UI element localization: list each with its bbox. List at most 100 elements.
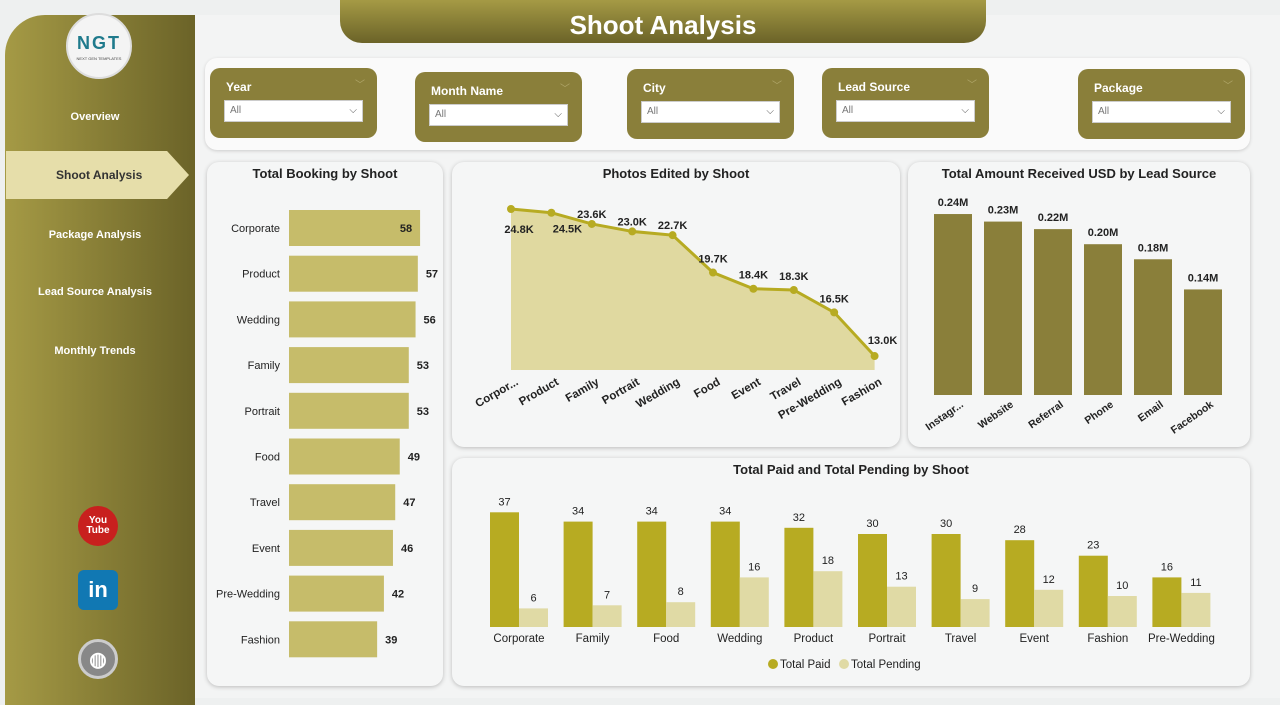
filter-label: Package bbox=[1094, 81, 1143, 95]
nav-monthly-trends[interactable]: Monthly Trends bbox=[54, 345, 136, 357]
pending-bar bbox=[813, 571, 843, 627]
paid-bar bbox=[931, 534, 961, 627]
bar bbox=[289, 438, 400, 475]
category-label: Portrait bbox=[245, 406, 280, 418]
filter-dropdown[interactable]: All ⌵ bbox=[224, 100, 363, 122]
category-label: Fashion bbox=[1087, 633, 1128, 645]
data-label: 18 bbox=[822, 555, 834, 567]
category-label: Facebook bbox=[1169, 399, 1216, 437]
card-total-booking: Total Booking by Shoot Corporate 58 Produc… bbox=[207, 162, 443, 686]
category-label: Corporate bbox=[231, 223, 280, 235]
data-point bbox=[870, 352, 879, 361]
nav-overview[interactable]: Overview bbox=[70, 111, 120, 123]
data-label: 57 bbox=[426, 269, 438, 281]
collapse-chevron-icon[interactable]: ﹀ bbox=[355, 80, 365, 91]
filter-value: All bbox=[647, 106, 659, 117]
paid-bar bbox=[1152, 577, 1182, 627]
bar bbox=[289, 347, 409, 384]
category-label: Family bbox=[248, 360, 281, 372]
legend-label: Total Pending bbox=[851, 659, 921, 671]
nav-package-analysis[interactable]: Package Analysis bbox=[48, 229, 142, 241]
data-point bbox=[628, 227, 637, 236]
category-label: Event bbox=[1019, 633, 1049, 645]
card-paid-pending: Total Paid and Total Pending by Shoot 37… bbox=[452, 458, 1250, 686]
data-label: 42 bbox=[392, 589, 404, 601]
data-label: 46 bbox=[401, 543, 413, 555]
data-label: 19.7K bbox=[698, 254, 727, 266]
youtube-icon[interactable]: You Tube bbox=[78, 506, 118, 546]
collapse-chevron-icon[interactable]: ﹀ bbox=[772, 81, 782, 92]
paid-bar bbox=[490, 512, 519, 627]
data-label: 28 bbox=[1014, 524, 1026, 536]
filter-label: City bbox=[643, 81, 666, 95]
paid-bar bbox=[858, 534, 887, 627]
data-label: 56 bbox=[424, 314, 436, 326]
data-label: 9 bbox=[972, 583, 978, 595]
chevron-down-icon: ⌵ bbox=[1217, 106, 1225, 117]
filter-dropdown[interactable]: All ⌵ bbox=[1092, 101, 1231, 123]
data-label: 30 bbox=[866, 518, 878, 530]
bar bbox=[1184, 289, 1222, 395]
data-label: 7 bbox=[604, 589, 610, 601]
filter-dropdown[interactable]: All ⌵ bbox=[429, 104, 568, 126]
nav-lead-source-analysis[interactable]: Lead Source Analysis bbox=[38, 286, 152, 298]
pending-bar bbox=[887, 586, 916, 627]
filter-value: All bbox=[1098, 106, 1110, 117]
paid-pending-chart: 37 6 Corporate 34 7 Family 34 8 Food 34 16 Wedding 3… bbox=[490, 496, 1215, 671]
collapse-chevron-icon[interactable]: ﹀ bbox=[967, 80, 977, 91]
bar bbox=[289, 529, 393, 566]
data-label: 39 bbox=[385, 634, 397, 646]
category-label: Pre-Wedding bbox=[1148, 633, 1215, 645]
bar bbox=[984, 221, 1022, 395]
data-point bbox=[789, 285, 798, 294]
bar bbox=[289, 210, 421, 246]
category-label: Travel bbox=[945, 633, 977, 645]
category-label: Family bbox=[576, 633, 610, 645]
data-label: 16.5K bbox=[820, 293, 849, 305]
chevron-down-icon: ⌵ bbox=[554, 109, 562, 120]
category-label: Instagr... bbox=[923, 399, 965, 434]
paid-bar bbox=[710, 521, 740, 627]
data-label: 37 bbox=[498, 496, 510, 508]
category-label: Corpor... bbox=[474, 376, 521, 410]
card-amount-received: Total Amount Received USD by Lead Source… bbox=[908, 162, 1250, 447]
amount-bar-chart: 0.24M Instagr... 0.23M Website 0.22M Referral… bbox=[923, 197, 1222, 437]
category-label: Food bbox=[255, 452, 280, 464]
filter-value: All bbox=[230, 105, 242, 116]
category-label: Wedding bbox=[237, 314, 280, 326]
category-label: Pre-Wedding bbox=[216, 589, 280, 601]
pending-bar bbox=[666, 602, 696, 627]
category-label: Event bbox=[252, 543, 280, 555]
category-label: Product bbox=[242, 269, 280, 281]
data-label: 13.0K bbox=[868, 335, 897, 347]
filter-year: Year ﹀ All ⌵ bbox=[210, 68, 377, 138]
bar bbox=[934, 214, 972, 395]
data-label: 8 bbox=[678, 586, 684, 598]
pending-bar bbox=[592, 605, 622, 627]
bar bbox=[289, 301, 416, 338]
pending-bar bbox=[1181, 592, 1211, 627]
collapse-chevron-icon[interactable]: ﹀ bbox=[560, 84, 570, 95]
category-label: Wedding bbox=[717, 633, 762, 645]
data-point bbox=[507, 205, 515, 213]
legend-marker bbox=[839, 659, 849, 669]
data-label: 53 bbox=[417, 406, 429, 418]
collapse-chevron-icon[interactable]: ﹀ bbox=[1223, 81, 1233, 92]
bar bbox=[289, 484, 396, 521]
filter-dropdown[interactable]: All ⌵ bbox=[641, 101, 780, 123]
pending-bar bbox=[960, 599, 990, 627]
data-point bbox=[749, 284, 758, 293]
globe-icon[interactable]: ◍ bbox=[78, 639, 118, 679]
data-point bbox=[709, 268, 717, 277]
nav-shoot-analysis[interactable]: Shoot Analysis bbox=[6, 151, 189, 199]
data-label: 13 bbox=[895, 571, 907, 583]
filter-dropdown[interactable]: All ⌵ bbox=[836, 100, 975, 122]
filter-value: All bbox=[842, 105, 854, 116]
data-label: 11 bbox=[1190, 577, 1201, 589]
bar bbox=[289, 392, 409, 429]
category-label: Portrait bbox=[868, 633, 906, 645]
data-label: 23 bbox=[1087, 540, 1099, 552]
linkedin-icon[interactable]: in bbox=[78, 570, 118, 610]
data-label: 23.6K bbox=[577, 209, 606, 221]
data-label: 53 bbox=[417, 360, 429, 372]
